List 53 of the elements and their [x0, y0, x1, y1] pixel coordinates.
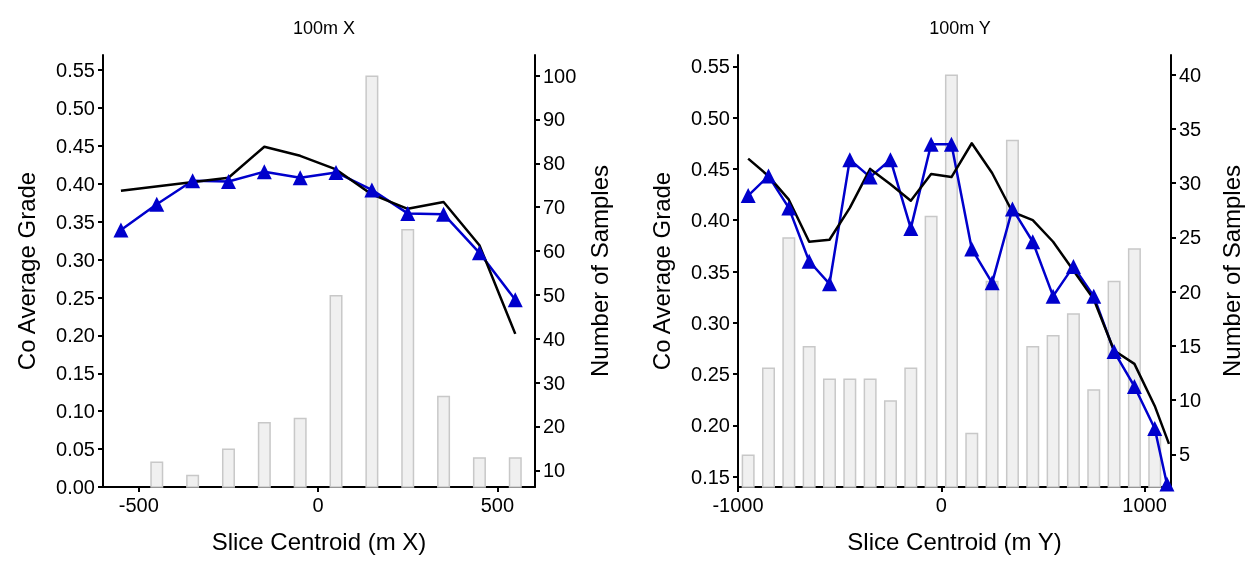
y2-tick-label: 30: [543, 371, 566, 394]
y2-tick-label: 15: [1179, 334, 1202, 357]
y-tick-label: 0.10: [56, 400, 95, 423]
y2-tick-label: 40: [1179, 63, 1202, 86]
x-tick-label: 500: [480, 494, 515, 516]
y2-tick-label: 20: [543, 415, 566, 438]
y2-tick-label: 10: [1179, 389, 1202, 412]
y2-tick-label: 35: [1179, 117, 1202, 140]
y-tick-label: 0.15: [691, 465, 730, 488]
y-tick-label: 0.30: [56, 248, 95, 271]
y-tick-label: 0.45: [691, 157, 730, 180]
y2-tick-label: 20: [1179, 280, 1202, 303]
y2-tick-label: 50: [543, 283, 566, 306]
y-tick-label: 0.55: [691, 55, 730, 78]
y-tick-label: 0.50: [691, 106, 730, 129]
y-tick-label: 0.50: [56, 97, 95, 120]
y2-tick-label: 100: [543, 64, 577, 87]
y2-tick-label: 30: [1179, 172, 1202, 195]
x-tick-label: 1000: [1122, 494, 1167, 516]
y2-axis-title: Number of Samples: [1217, 164, 1245, 378]
chart-title: 100m X: [292, 18, 356, 38]
y-tick-label: 0.00: [56, 476, 95, 498]
y2-axis-title: Number of Samples: [585, 164, 613, 378]
y-tick-label: 0.35: [56, 210, 95, 233]
y-tick-label: 0.40: [691, 209, 730, 232]
y2-tick-label: 70: [543, 196, 566, 219]
y-tick-label: 0.25: [691, 363, 730, 386]
x-tick-label: -500: [118, 494, 159, 516]
y2-tick-label: 60: [543, 240, 566, 263]
y2-tick-label: 25: [1179, 226, 1202, 249]
y-tick-label: 0.20: [56, 324, 95, 347]
x-tick-label: 0: [312, 494, 324, 516]
y2-tick-label: 5: [1179, 443, 1191, 466]
y2-tick-label: 80: [543, 152, 566, 175]
y-tick-label: 0.35: [691, 260, 730, 283]
x-tick-label: -1000: [712, 494, 764, 516]
y2-tick-label: 40: [543, 327, 566, 350]
y2-tick-label: 10: [543, 459, 566, 482]
y-axis-title: Co Average Grade: [647, 171, 675, 371]
chart-title: 100m Y: [929, 18, 991, 38]
y-tick-label: 0.40: [56, 172, 95, 195]
x-axis-title: Slice Centroid (m X): [211, 527, 427, 555]
y-tick-label: 0.45: [56, 134, 95, 157]
y-tick-label: 0.30: [691, 311, 730, 334]
x-tick-label: 0: [935, 494, 947, 516]
y2-tick-label: 90: [543, 108, 566, 131]
y-tick-label: 0.25: [56, 286, 95, 309]
x-axis-title: Slice Centroid (m Y): [847, 527, 1062, 555]
y-tick-label: 0.05: [56, 438, 95, 461]
y-axis-title: Co Average Grade: [12, 171, 40, 371]
y-tick-label: 0.20: [691, 414, 730, 437]
y-tick-label: 0.55: [56, 59, 95, 82]
y-tick-label: 0.15: [56, 362, 95, 385]
